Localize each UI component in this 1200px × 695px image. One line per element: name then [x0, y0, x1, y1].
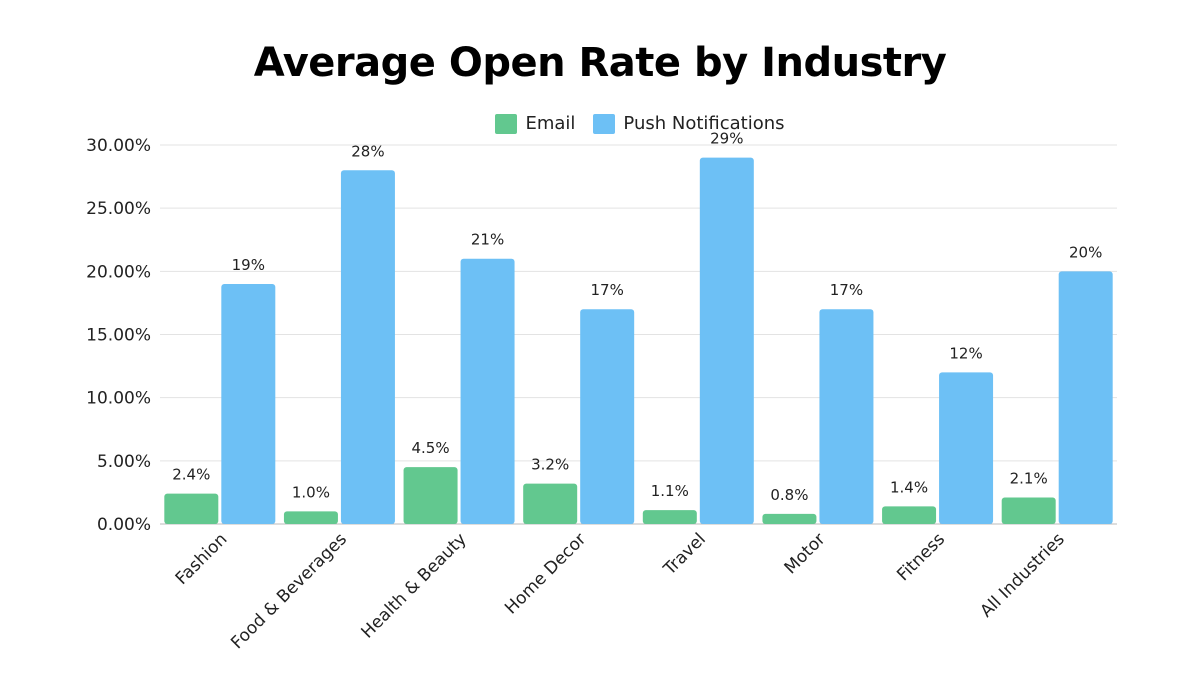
bar-email — [164, 493, 219, 524]
bar-push — [460, 258, 515, 524]
x-tick-label: Fitness — [893, 529, 949, 585]
bar-push — [819, 309, 874, 524]
legend-swatch-email — [495, 113, 518, 134]
bar-email — [283, 511, 338, 524]
legend-item-push: Push Notifications — [593, 113, 785, 134]
bar-email — [762, 513, 817, 524]
y-tick-label: 30.00% — [86, 136, 151, 156]
bar-email — [523, 483, 578, 524]
legend-label-email: Email — [525, 113, 576, 134]
y-tick-label: 25.00% — [86, 199, 151, 219]
x-tick-label: Travel — [659, 529, 710, 580]
data-label: 1.4% — [890, 478, 928, 496]
y-tick-label: 15.00% — [86, 326, 151, 346]
data-label: 17% — [830, 281, 863, 299]
data-label: 4.5% — [412, 439, 450, 457]
data-label: 17% — [591, 281, 624, 299]
bar-email — [1001, 497, 1056, 524]
data-label: 28% — [351, 142, 384, 160]
data-label: 0.8% — [770, 486, 808, 504]
data-label: 20% — [1069, 243, 1102, 261]
legend-item-email: Email — [495, 113, 575, 134]
bar-email — [642, 510, 697, 524]
data-label: 3.2% — [531, 456, 569, 474]
bar-push — [580, 309, 635, 524]
x-tick-label: All Industries — [977, 529, 1069, 621]
y-tick-label: 10.00% — [86, 389, 151, 409]
y-tick-label: 0.00% — [97, 515, 151, 535]
data-label: 12% — [949, 344, 982, 362]
data-label: 29% — [710, 130, 743, 148]
data-label: 21% — [471, 231, 504, 249]
bar-email — [403, 467, 458, 524]
bar-push — [939, 372, 994, 524]
x-tick-label: Fashion — [172, 529, 232, 589]
legend-swatch-push — [593, 113, 616, 134]
data-label: 2.4% — [172, 466, 210, 484]
data-label: 1.1% — [651, 482, 689, 500]
legend-label-push: Push Notifications — [623, 113, 785, 134]
x-tick-label: Food & Beverages — [227, 529, 351, 653]
bar-push — [699, 157, 754, 524]
x-tick-label: Motor — [781, 529, 830, 578]
chart-title: Average Open Rate by Industry — [253, 40, 947, 86]
bar-push — [340, 170, 395, 524]
y-tick-label: 20.00% — [86, 262, 151, 282]
data-label: 2.1% — [1010, 469, 1048, 487]
legend: Email Push Notifications — [0, 113, 1200, 134]
x-tick-label: Health & Beauty — [358, 529, 471, 642]
bar-push — [221, 283, 276, 524]
y-tick-label: 5.00% — [97, 452, 151, 472]
x-tick-label: Home Decor — [501, 529, 590, 618]
bar-push — [1058, 271, 1113, 524]
data-label: 19% — [232, 256, 265, 274]
data-label: 1.0% — [292, 483, 330, 501]
bar-email — [882, 506, 937, 524]
